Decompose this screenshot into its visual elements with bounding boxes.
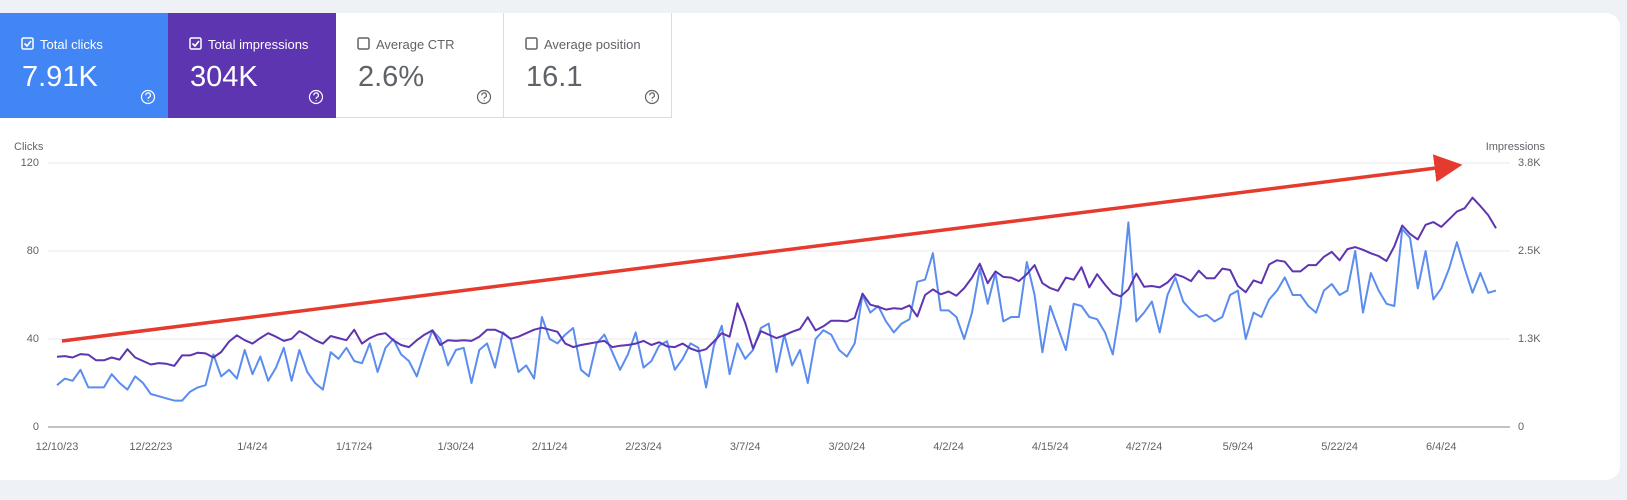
x-tick-label: 3/20/24 (829, 441, 866, 453)
help-icon (476, 89, 492, 105)
metric-card[interactable]: Total impressions 304K (168, 13, 336, 118)
x-tick-label: 5/22/24 (1321, 441, 1358, 453)
card-icons (357, 37, 492, 105)
checkmark (191, 40, 200, 48)
x-tick-label: 1/30/24 (438, 441, 475, 453)
x-tick-label: 12/22/23 (129, 441, 172, 453)
x-tick-label: 1/17/24 (336, 441, 373, 453)
y2-tick-label: 1.3K (1518, 333, 1541, 345)
y2-axis-title: Impressions (1486, 141, 1546, 153)
help-icon (140, 89, 156, 105)
series-line (56, 221, 1497, 402)
x-tick-label: 1/4/24 (237, 441, 268, 453)
checkbox (525, 37, 538, 50)
card-label: Average position (544, 37, 641, 52)
card-value: 7.91K (22, 61, 98, 93)
card-value: 2.6% (358, 61, 425, 93)
series-line (56, 196, 1497, 367)
help-icon (644, 89, 660, 105)
y2-tick-label: 3.8K (1518, 157, 1541, 169)
x-tick-label: 2/23/24 (625, 441, 662, 453)
card-icons (21, 37, 156, 105)
y2-tick-label: 2.5K (1518, 245, 1541, 257)
card-label: Average CTR (376, 37, 455, 52)
y-axis-title: Clicks (14, 141, 44, 153)
metric-card[interactable]: Total clicks 7.91K (0, 13, 168, 118)
card-icons (525, 37, 660, 105)
y-tick-label: 0 (33, 421, 39, 433)
x-tick-label: 5/9/24 (1223, 441, 1254, 453)
y-tick-label: 120 (21, 157, 39, 169)
help-mark (649, 92, 655, 102)
help-mark (481, 92, 487, 102)
metric-card[interactable]: Average position 16.1 (504, 13, 672, 118)
help-mark (313, 92, 319, 102)
card-icons (189, 37, 324, 105)
checkbox (189, 37, 202, 50)
card-value: 16.1 (526, 61, 583, 93)
y-tick-label: 80 (27, 245, 39, 257)
x-tick-label: 12/10/23 (36, 441, 79, 453)
x-tick-label: 6/4/24 (1426, 441, 1457, 453)
metric-cards: Total clicks 7.91K Total impressions 304K Av… (0, 13, 672, 118)
card-label: Total clicks (40, 37, 103, 52)
x-tick-label: 4/27/24 (1126, 441, 1163, 453)
x-tick-label: 3/7/24 (730, 441, 761, 453)
card-value: 304K (190, 61, 258, 93)
checkbox (21, 37, 34, 50)
y2-tick-label: 0 (1518, 421, 1524, 433)
y-tick-label: 40 (27, 333, 39, 345)
trend-arrow (61, 154, 1463, 343)
help-mark (145, 92, 151, 102)
checkbox (357, 37, 370, 50)
x-tick-label: 2/11/24 (532, 441, 568, 453)
help-icon (308, 89, 324, 105)
card-label: Total impressions (208, 37, 309, 52)
checkmark (23, 40, 32, 48)
x-tick-label: 4/15/24 (1032, 441, 1069, 453)
plot: 0 40 80 120 0 1.3K 2.5K 3.8K 12/10/23 12/22/23 1/4… (21, 157, 1542, 453)
metric-card[interactable]: Average CTR 2.6% (336, 13, 504, 118)
x-tick-label: 4/2/24 (933, 441, 964, 453)
